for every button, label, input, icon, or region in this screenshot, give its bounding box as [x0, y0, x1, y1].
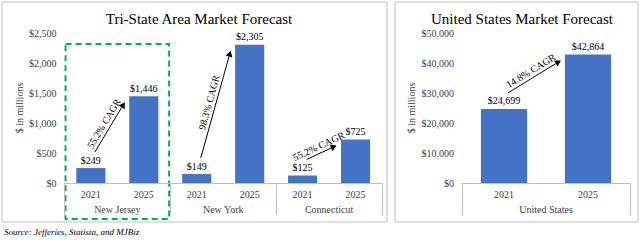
- svg-text:$30,000: $30,000: [422, 88, 455, 99]
- svg-text:2021: 2021: [81, 189, 101, 200]
- svg-text:New Jersey: New Jersey: [94, 204, 140, 215]
- svg-text:$725: $725: [346, 126, 366, 137]
- svg-text:14.8% CAGR: 14.8% CAGR: [504, 51, 558, 90]
- svg-text:2025: 2025: [578, 189, 598, 200]
- svg-text:Tri-State Area Market Forecast: Tri-State Area Market Forecast: [106, 11, 293, 27]
- svg-text:$2,305: $2,305: [236, 31, 263, 42]
- svg-text:98.3% CAGR: 98.3% CAGR: [196, 74, 222, 131]
- svg-text:$0: $0: [444, 178, 454, 189]
- svg-text:United States: United States: [519, 204, 573, 215]
- svg-text:$42,864: $42,864: [572, 41, 605, 52]
- svg-text:$ in millions: $ in millions: [406, 83, 417, 134]
- svg-text:New York: New York: [203, 204, 244, 215]
- svg-text:$149: $149: [187, 161, 207, 172]
- svg-text:$1,000: $1,000: [29, 118, 57, 129]
- svg-text:2021: 2021: [494, 189, 514, 200]
- svg-text:Connecticut: Connecticut: [305, 204, 354, 215]
- svg-text:$ in millions: $ in millions: [14, 83, 25, 134]
- svg-text:Source: Jefferies, Statista, a: Source: Jefferies, Statista, and MJBiz: [4, 227, 140, 237]
- svg-text:$1,446: $1,446: [130, 83, 158, 94]
- svg-text:2021: 2021: [187, 189, 207, 200]
- svg-text:55.2% CAGR: 55.2% CAGR: [85, 96, 123, 150]
- svg-text:$2,000: $2,000: [29, 58, 57, 69]
- svg-text:2025: 2025: [346, 189, 366, 200]
- svg-text:2025: 2025: [134, 189, 154, 200]
- svg-text:$125: $125: [293, 162, 313, 173]
- svg-text:$10,000: $10,000: [422, 148, 455, 159]
- svg-text:$249: $249: [81, 155, 101, 166]
- svg-text:$500: $500: [36, 148, 56, 159]
- svg-text:2025: 2025: [240, 189, 260, 200]
- svg-text:$50,000: $50,000: [422, 28, 455, 39]
- svg-text:United States Market Forecast: United States Market Forecast: [431, 11, 614, 27]
- svg-text:$24,699: $24,699: [488, 95, 521, 106]
- svg-text:$2,500: $2,500: [29, 28, 57, 39]
- svg-text:$40,000: $40,000: [422, 58, 455, 69]
- svg-text:2021: 2021: [293, 189, 313, 200]
- svg-text:$20,000: $20,000: [422, 118, 455, 129]
- svg-text:$0: $0: [46, 178, 56, 189]
- svg-text:55.2% CAGR: 55.2% CAGR: [291, 129, 347, 163]
- svg-text:$1,500: $1,500: [29, 88, 57, 99]
